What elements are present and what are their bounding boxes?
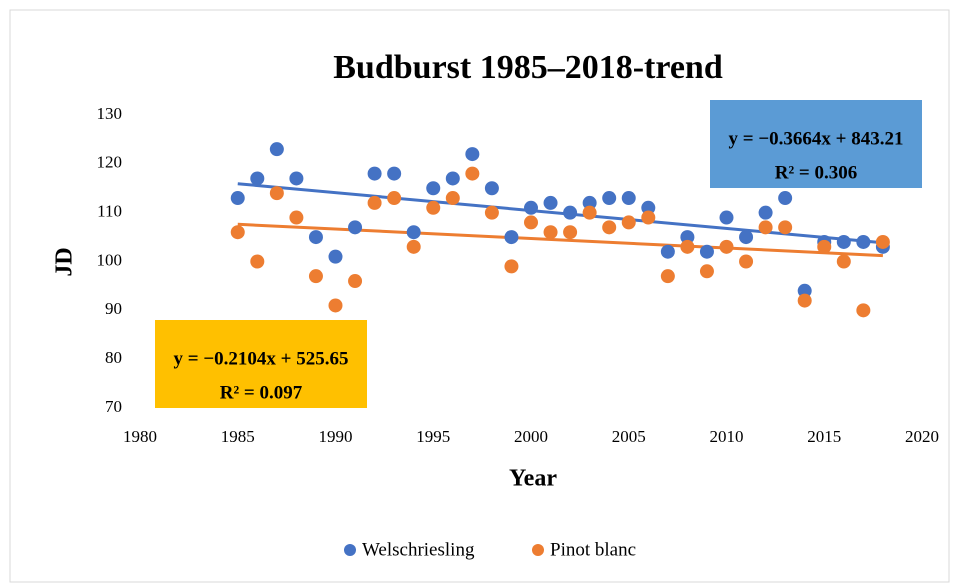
x-tick-label: 1995 [416, 427, 450, 446]
scatter-point [563, 225, 578, 240]
y-axis-label: JD [52, 247, 78, 276]
scatter-point [621, 215, 636, 230]
scatter-point [836, 234, 851, 249]
scatter-point [621, 191, 636, 206]
x-tick-label: 1990 [319, 427, 353, 446]
scatter-point [836, 254, 851, 269]
scatter-point [426, 181, 441, 196]
scatter-point [875, 234, 890, 249]
y-tick-label: 90 [105, 299, 122, 318]
y-tick-label: 100 [97, 250, 123, 269]
trend-annotation: y = −0.3664x + 843.21 [729, 128, 904, 149]
x-tick-label: 2020 [905, 427, 939, 446]
scatter-point [465, 147, 480, 162]
scatter-point [797, 293, 812, 308]
x-tick-label: 2005 [612, 427, 646, 446]
trend-annotation-box [155, 320, 367, 408]
scatter-point [426, 200, 441, 215]
scatter-point [348, 274, 363, 289]
scatter-point [758, 220, 773, 235]
scatter-point [524, 215, 538, 230]
scatter-point [641, 210, 656, 225]
x-tick-label: 2000 [514, 427, 548, 446]
trend-annotation-box [710, 100, 922, 188]
scatter-point [758, 205, 773, 220]
scatter-point [406, 239, 421, 254]
scatter-point [328, 249, 343, 264]
y-tick-label: 130 [97, 104, 123, 123]
scatter-point [563, 205, 578, 220]
legend-label: Welschriesling [362, 539, 475, 560]
x-tick-label: 2010 [710, 427, 744, 446]
scatter-point [817, 239, 832, 254]
scatter-point [719, 239, 734, 254]
scatter-point [387, 191, 402, 206]
x-tick-label: 2015 [807, 427, 841, 446]
scatter-point [367, 166, 382, 181]
trend-annotation: R² = 0.306 [775, 162, 858, 183]
scatter-point [778, 191, 793, 206]
scatter-point [289, 171, 304, 186]
scatter-point [465, 166, 480, 181]
y-tick-label: 70 [105, 397, 122, 416]
scatter-point [348, 220, 363, 235]
scatter-point [387, 166, 402, 181]
legend-marker [344, 544, 356, 556]
chart-title: Budburst 1985–2018-trend [333, 49, 723, 86]
y-tick-label: 120 [97, 153, 123, 172]
scatter-point [484, 205, 499, 220]
scatter-point [308, 269, 323, 284]
x-axis-label: Year [509, 466, 557, 492]
scatter-point [250, 254, 265, 269]
scatter-point [269, 186, 284, 201]
scatter-point [719, 210, 734, 225]
scatter-point [543, 195, 558, 210]
x-tick-label: 1985 [221, 427, 255, 446]
scatter-point [856, 234, 871, 249]
scatter-point [406, 225, 421, 240]
scatter-point [582, 195, 597, 210]
scatter-point [856, 303, 871, 318]
scatter-point [367, 195, 382, 210]
x-tick-label: 1980 [123, 427, 157, 446]
scatter-point [739, 230, 754, 245]
legend-marker [532, 544, 544, 556]
scatter-point [524, 200, 538, 215]
trend-annotation: y = −0.2104x + 525.65 [174, 348, 349, 369]
scatter-point [699, 264, 714, 279]
scatter-point [289, 210, 304, 225]
y-tick-label: 80 [105, 348, 122, 367]
scatter-point [445, 171, 460, 186]
scatter-point [230, 191, 245, 206]
scatter-point [660, 244, 675, 259]
scatter-point [504, 230, 519, 245]
scatter-point [230, 225, 245, 240]
scatter-point [680, 239, 695, 254]
trendline [237, 222, 883, 258]
scatter-point [739, 254, 754, 269]
scatter-point [543, 225, 558, 240]
scatter-point [602, 191, 617, 206]
scatter-point [308, 230, 323, 245]
scatter-point [641, 200, 656, 215]
scatter-point [699, 244, 714, 259]
scatter-point [445, 191, 460, 206]
trendline [237, 182, 884, 245]
scatter-point [269, 142, 284, 157]
scatter-point [660, 269, 675, 284]
scatter-point [250, 171, 265, 186]
scatter-point [328, 298, 343, 313]
y-tick-label: 110 [97, 202, 122, 221]
scatter-point [797, 283, 812, 298]
scatter-point [778, 220, 793, 235]
scatter-point [484, 181, 499, 196]
scatter-point [582, 205, 597, 220]
scatter-point [504, 259, 519, 274]
scatter-point [680, 230, 695, 245]
legend-label: Pinot blanc [550, 539, 636, 560]
trend-annotation: R² = 0.097 [220, 382, 303, 403]
scatter-point [602, 220, 617, 235]
